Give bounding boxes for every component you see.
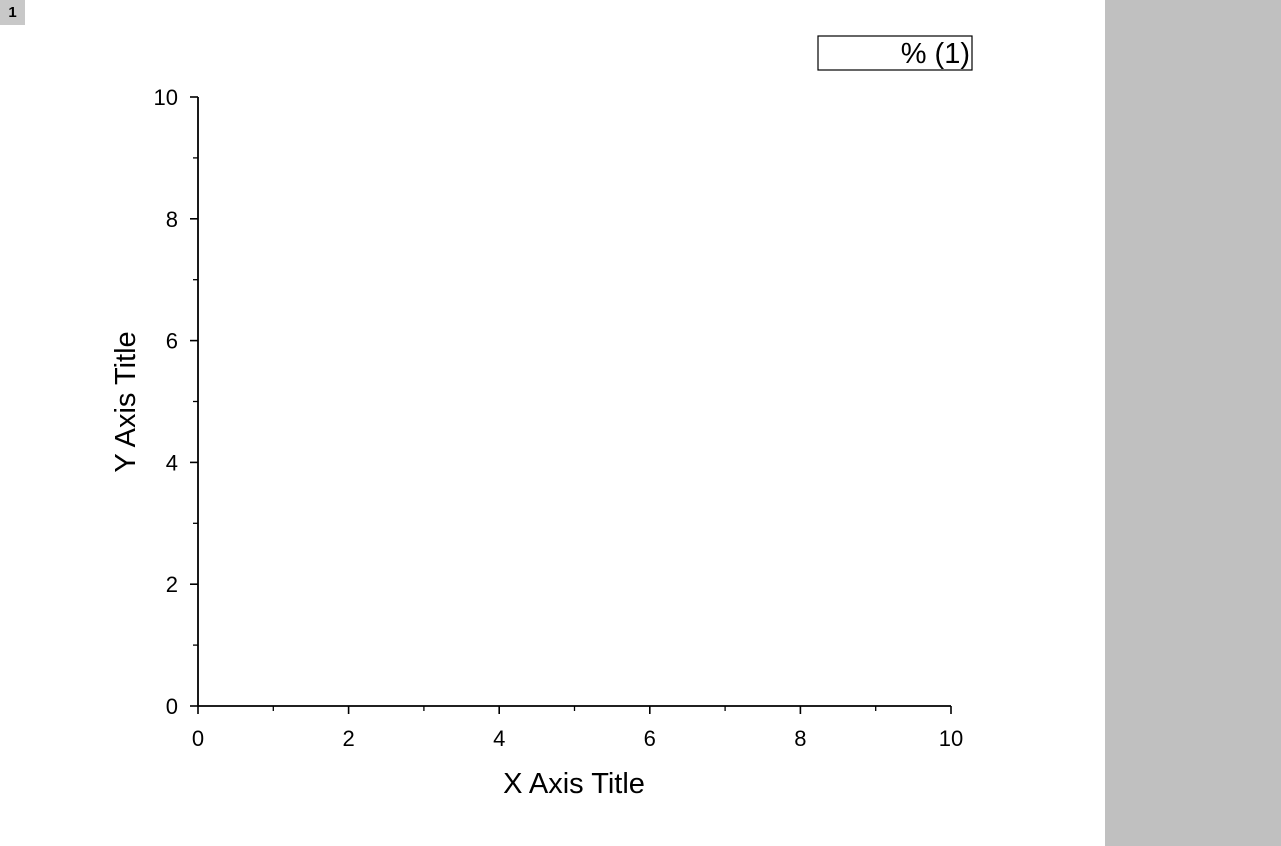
legend-text: % (1) bbox=[901, 38, 970, 70]
x-tick-label: 8 bbox=[794, 726, 806, 751]
axes: 0 2 4 6 8 10 0 2 4 6 8 10 bbox=[154, 85, 964, 751]
x-tick-label: 0 bbox=[192, 726, 204, 751]
y-tick-label: 4 bbox=[166, 450, 178, 475]
y-tick-label: 0 bbox=[166, 694, 178, 719]
plot-area[interactable]: 0 2 4 6 8 10 0 2 4 6 8 10 % (1) X Axis Title Y Axis… bbox=[0, 0, 1105, 846]
y-tick-label: 6 bbox=[166, 329, 178, 354]
layer-tab[interactable]: 1 bbox=[0, 0, 25, 25]
y-axis-title[interactable]: Y Axis Title bbox=[110, 331, 142, 472]
x-tick-label: 10 bbox=[939, 726, 963, 751]
x-tick-label: 2 bbox=[342, 726, 354, 751]
y-tick-label: 2 bbox=[166, 572, 178, 597]
y-tick-label: 10 bbox=[154, 85, 178, 110]
side-panel bbox=[1105, 0, 1281, 846]
legend-box[interactable] bbox=[817, 35, 973, 71]
y-tick-label: 8 bbox=[166, 207, 178, 232]
x-tick-label: 6 bbox=[644, 726, 656, 751]
x-axis-title[interactable]: X Axis Title bbox=[503, 768, 645, 800]
x-tick-label: 4 bbox=[493, 726, 505, 751]
